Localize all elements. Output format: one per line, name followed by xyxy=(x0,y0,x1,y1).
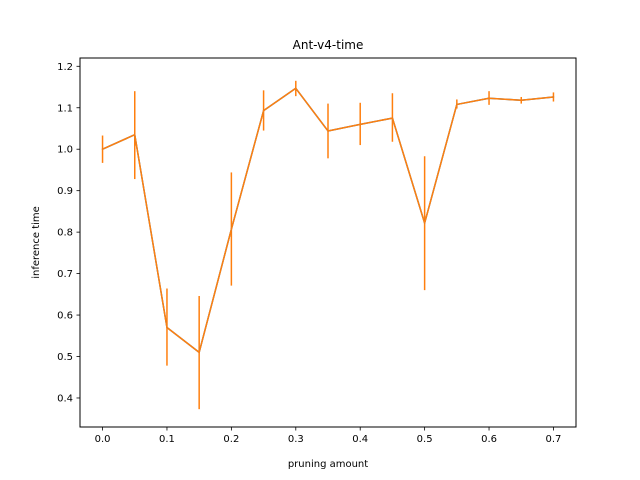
y-tick-label: 0.6 xyxy=(57,311,73,322)
x-axis-ticks: 0.0 0.1 0.2 0.3 0.4 0.5 0.6 0.7 xyxy=(95,427,562,445)
y-axis-ticks: 0.4 0.5 0.6 0.7 0.8 0.9 1.0 1.1 1.2 xyxy=(57,62,80,404)
axes-frame xyxy=(79,57,577,428)
y-axis-label: inference time xyxy=(31,206,42,279)
series-line xyxy=(101,87,555,354)
y-tick-label: 1.0 xyxy=(57,145,73,156)
x-tick-label: 0.2 xyxy=(223,434,239,445)
y-tick-label: 0.4 xyxy=(57,393,73,404)
x-tick-label: 0.0 xyxy=(95,434,111,445)
x-tick-label: 0.5 xyxy=(417,434,433,445)
x-tick-label: 0.1 xyxy=(159,434,175,445)
y-tick-label: 1.1 xyxy=(57,103,73,114)
x-axis-label: pruning amount xyxy=(288,459,368,470)
y-tick-label: 0.7 xyxy=(57,269,73,280)
x-tick-label: 0.7 xyxy=(546,434,562,445)
x-tick-label: 0.3 xyxy=(288,434,304,445)
plot-area xyxy=(101,80,555,410)
chart-title: Ant-v4-time xyxy=(293,38,364,52)
x-tick-label: 0.6 xyxy=(481,434,497,445)
y-tick-label: 0.5 xyxy=(57,352,73,363)
y-tick-label: 0.9 xyxy=(57,186,73,197)
x-tick-label: 0.4 xyxy=(352,434,368,445)
y-tick-label: 0.8 xyxy=(57,228,73,239)
y-tick-label: 1.2 xyxy=(57,62,73,73)
